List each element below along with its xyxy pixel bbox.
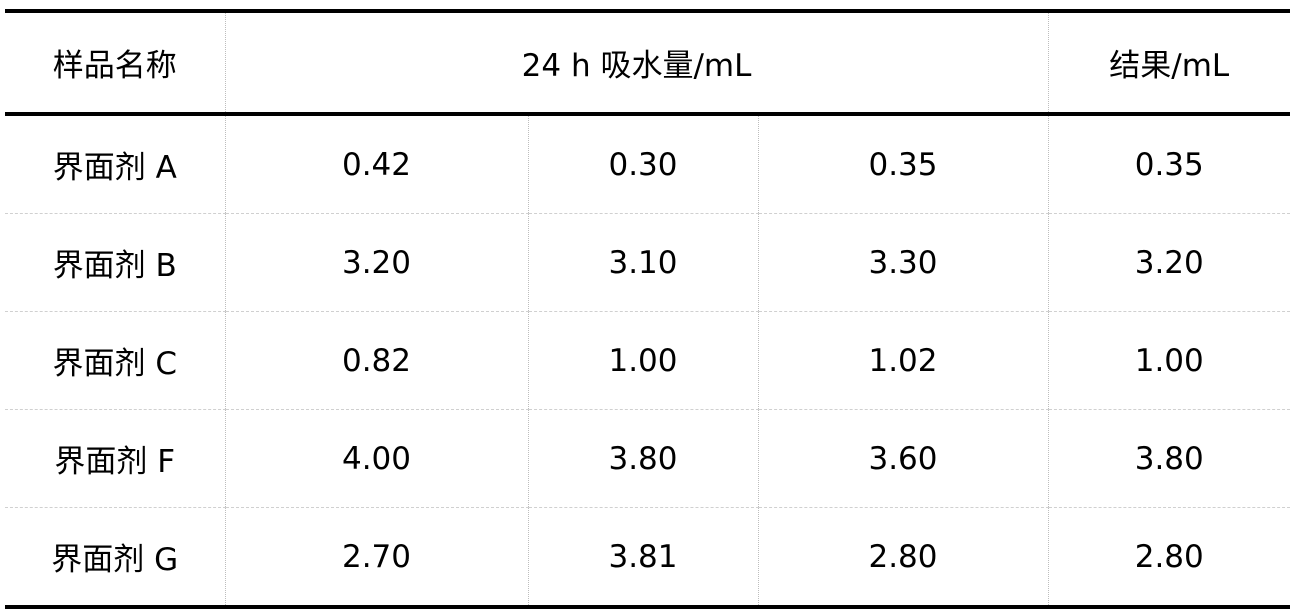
table-body: 界面剂 A 0.42 0.30 0.35 0.35 界面剂 B 3.20 3.10 3.30 3.… bbox=[5, 114, 1290, 609]
sample-name-cell: 界面剂 A bbox=[5, 114, 226, 214]
value-cell: 1.00 bbox=[527, 311, 759, 410]
value-cell: 0.30 bbox=[527, 114, 759, 214]
value-cell: 3.30 bbox=[757, 213, 1049, 312]
value-cell: 3.20 bbox=[1047, 213, 1290, 312]
value-cell: 0.35 bbox=[1047, 114, 1290, 214]
header-cell: 样品名称 bbox=[5, 9, 226, 116]
table-row: 界面剂 B 3.20 3.10 3.30 3.20 bbox=[5, 213, 1290, 312]
header-cell: 结果/mL bbox=[1047, 9, 1290, 116]
value-cell: 3.80 bbox=[527, 409, 759, 508]
sample-name-cell: 界面剂 F bbox=[5, 409, 226, 508]
value-cell: 4.00 bbox=[224, 409, 529, 508]
value-cell: 0.42 bbox=[224, 114, 529, 214]
value-cell: 1.00 bbox=[1047, 311, 1290, 410]
value-cell: 3.10 bbox=[527, 213, 759, 312]
sample-name-cell: 界面剂 C bbox=[5, 311, 226, 410]
value-cell: 2.70 bbox=[224, 507, 529, 609]
value-cell: 2.80 bbox=[757, 507, 1049, 609]
table-row: 界面剂 G 2.70 3.81 2.80 2.80 bbox=[5, 507, 1290, 609]
table-row: 界面剂 C 0.82 1.00 1.02 1.00 bbox=[5, 311, 1290, 410]
value-cell: 3.20 bbox=[224, 213, 529, 312]
table-row: 界面剂 F 4.00 3.80 3.60 3.80 bbox=[5, 409, 1290, 508]
table-container: 样品名称 24 h 吸水量/mL 结果/mL 界面剂 A 0.42 0.30 0.35… bbox=[5, 9, 1290, 609]
sample-name-cell: 界面剂 B bbox=[5, 213, 226, 312]
header-row: 样品名称 24 h 吸水量/mL 结果/mL bbox=[5, 9, 1290, 116]
sample-name-cell: 界面剂 G bbox=[5, 507, 226, 609]
table-row: 界面剂 A 0.42 0.30 0.35 0.35 bbox=[5, 114, 1290, 214]
value-cell: 3.60 bbox=[757, 409, 1049, 508]
value-cell: 3.80 bbox=[1047, 409, 1290, 508]
value-cell: 3.81 bbox=[527, 507, 759, 609]
value-cell: 2.80 bbox=[1047, 507, 1290, 609]
value-cell: 1.02 bbox=[757, 311, 1049, 410]
value-cell: 0.35 bbox=[757, 114, 1049, 214]
value-cell: 0.82 bbox=[224, 311, 529, 410]
data-table: 样品名称 24 h 吸水量/mL 结果/mL 界面剂 A 0.42 0.30 0.35… bbox=[5, 9, 1290, 609]
header-cell: 24 h 吸水量/mL bbox=[224, 9, 1049, 116]
